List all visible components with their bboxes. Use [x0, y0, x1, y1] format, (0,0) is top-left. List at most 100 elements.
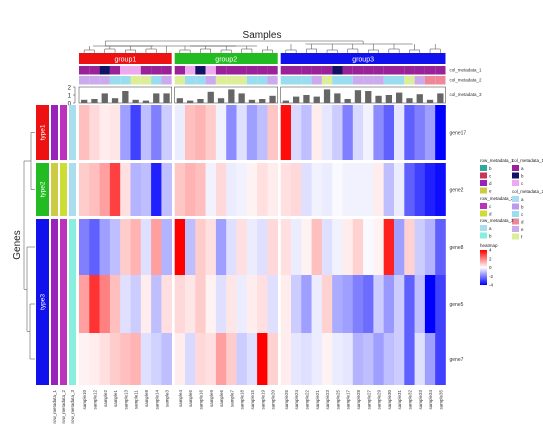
col-metadata-1-cell	[291, 66, 302, 75]
col-metadata-1-legend-swatch	[512, 172, 519, 179]
heatmap-cell	[424, 275, 436, 333]
column-label: sample12	[92, 390, 97, 410]
heatmap-cell	[414, 219, 426, 275]
heatmap-cell	[236, 219, 248, 275]
col-metadata-1-cell	[342, 66, 353, 75]
heatmap-cell	[414, 105, 426, 160]
col-metadata-2-legend-swatch	[512, 196, 519, 202]
heatmap-cell	[301, 105, 312, 160]
legend-title: row_metadata_3	[480, 218, 514, 223]
heatmap-cell	[291, 105, 302, 160]
col-metadata-2-cell	[120, 76, 131, 85]
legend-title: row_metadata_2	[480, 196, 514, 201]
column-label: sample10	[82, 390, 87, 410]
col-annotation-label: col_metadata_1	[450, 68, 483, 73]
col-metadata-3-bar	[228, 89, 235, 103]
col-metadata-3-bar	[375, 95, 382, 103]
heatmap-cell	[226, 333, 237, 385]
row-metadata-1-cell	[51, 333, 58, 385]
row-metadata-3-legend-swatch	[480, 225, 487, 231]
col-metadata-3-bar	[101, 93, 108, 103]
col-metadata-1-cell	[332, 66, 343, 75]
col-metadata-1-cell	[205, 66, 216, 75]
row-group-label: type1	[40, 124, 47, 140]
col-metadata-3-bar	[207, 91, 214, 103]
col-metadata-2-legend-swatch	[512, 211, 519, 217]
heatmap-cell	[280, 105, 292, 160]
row-group-box	[36, 163, 49, 216]
heatmap-cell	[140, 105, 152, 160]
col-metadata-1-cell	[151, 66, 162, 75]
heatmap-cell	[257, 105, 268, 160]
row-metadata-1-legend-label: e	[489, 189, 492, 194]
heatmap-cell	[363, 163, 374, 216]
heatmap-cell	[195, 219, 206, 275]
col-metadata-1-cell	[301, 66, 312, 75]
col-metadata-2-cell	[363, 76, 374, 85]
heatmap-cell	[291, 333, 302, 385]
heatmap-cell	[394, 219, 405, 275]
heatmap-cell	[246, 275, 258, 333]
row-metadata-1-legend-swatch	[480, 172, 487, 179]
heatmap-cell	[342, 163, 354, 216]
col-metadata-1-cell	[257, 66, 268, 75]
heatmap-cell	[151, 105, 162, 160]
heatmap-cell	[332, 275, 343, 333]
column-label: sample20	[271, 390, 276, 410]
column-label: sample26	[284, 390, 289, 410]
row-metadata-2-legend-swatch	[480, 203, 487, 209]
col-metadata-1-cell	[120, 66, 131, 75]
col-metadata-1-cell	[246, 66, 258, 75]
bar-panel-frame	[174, 86, 278, 104]
col-metadata-2-cell	[342, 76, 353, 85]
col-metadata-2-legend-label: b	[521, 205, 524, 210]
row-label: gene8	[450, 245, 464, 251]
column-group-box	[280, 53, 446, 64]
heatmap-cell	[226, 275, 237, 333]
heatmap-cell	[185, 275, 196, 333]
col-metadata-2-cell	[311, 76, 322, 85]
col-metadata-2-cell	[89, 76, 100, 85]
col-metadata-3-bar	[197, 99, 204, 103]
heatmap-cell	[109, 333, 121, 385]
col-metadata-3-bar	[81, 99, 88, 103]
heatmap-cell	[404, 275, 415, 333]
column-label: sample15	[250, 390, 255, 410]
heatmap-cell	[246, 219, 258, 275]
heatmap-cell	[424, 105, 436, 160]
col-metadata-2-cell	[332, 76, 343, 85]
col-annotation-label: col_metadata_3	[450, 92, 483, 97]
heatmap-cell	[236, 275, 248, 333]
heatmap-cell	[215, 333, 227, 385]
heatmap-cell	[404, 219, 415, 275]
heatmap-cell	[195, 163, 206, 216]
heatmap-cell	[352, 105, 364, 160]
row-dendrogram	[23, 132, 35, 360]
heatmap-cell	[140, 163, 152, 216]
heatmap-cell	[130, 219, 142, 275]
heatmap-cell	[99, 219, 111, 275]
heatmap-cell	[301, 333, 312, 385]
col-metadata-3-bar	[142, 100, 150, 103]
column-labels: sample10 sample12 sample2 sample1 sample13 sa…	[82, 390, 443, 410]
heatmap-legend-tick: 4	[489, 248, 492, 253]
heatmap-cell	[424, 219, 436, 275]
row-metadata-2-cell	[60, 333, 67, 385]
heatmap-cell	[79, 105, 90, 160]
heatmap-cell	[267, 333, 278, 385]
heatmap-cell	[79, 219, 90, 275]
column-group-box	[79, 53, 172, 64]
heatmap-cell	[363, 219, 374, 275]
column-label: sample8	[144, 390, 149, 408]
col-metadata-1-legend-swatch	[512, 165, 519, 171]
col-metadata-2-cell	[140, 76, 152, 85]
row-metadata-1-legend-swatch	[480, 165, 487, 171]
col-metadata-3-bar	[344, 99, 351, 103]
col-metadata-2-legend-swatch	[512, 233, 519, 240]
heatmap-cell	[174, 275, 186, 333]
col-metadata-3-bar	[416, 94, 423, 103]
legend-title: col_metadata_1	[512, 158, 543, 163]
col-metadata-2-legend-swatch	[512, 218, 519, 225]
col-metadata-3-bar	[122, 91, 129, 103]
col-metadata-2-legend-swatch	[512, 226, 519, 232]
